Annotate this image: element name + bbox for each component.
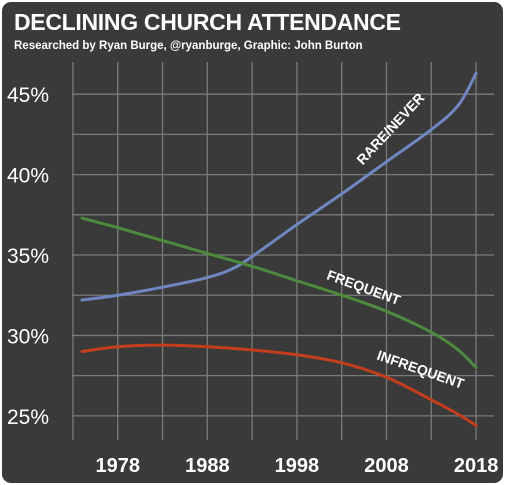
x-tick-label: 2018 (454, 455, 499, 477)
series-label-infrequent: INFREQUENT (375, 347, 467, 392)
x-axis: 1978 1988 1998 2008 2018 (96, 455, 499, 477)
series-line-frequent (80, 216, 478, 370)
y-tick-label: 35% (7, 245, 49, 268)
y-tick-label: 25% (7, 406, 49, 429)
chart-subtitle: Researched by Ryan Burge, @ryanburge, Gr… (14, 40, 363, 52)
grid (72, 62, 494, 440)
chart-title: DECLINING CHURCH ATTENDANCE (14, 9, 401, 35)
y-tick-label: 40% (7, 165, 49, 188)
series-lines (80, 71, 478, 428)
y-tick-label: 45% (7, 84, 49, 107)
x-tick-label: 1988 (185, 455, 230, 477)
series-label-rare-never: RARE/NEVER (353, 90, 427, 168)
y-axis: 25% 30% 35% 40% 45% (7, 84, 49, 429)
series-line-infrequent (80, 343, 478, 428)
x-tick-label: 2008 (364, 455, 409, 477)
x-tick-label: 1978 (96, 455, 141, 477)
series-line-rare-never (80, 71, 478, 302)
x-tick-label: 1998 (275, 455, 320, 477)
y-tick-label: 30% (7, 325, 49, 348)
